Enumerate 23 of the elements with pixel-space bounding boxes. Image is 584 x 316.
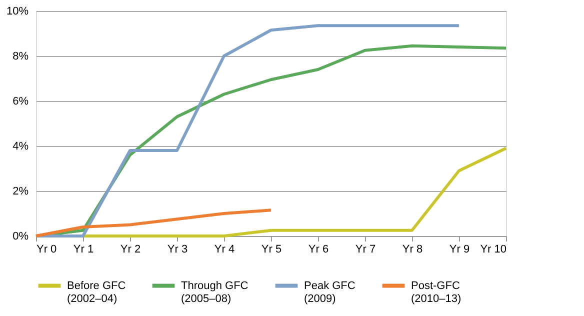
- line-series: [34, 208, 272, 238]
- legend-label: Peak GFC (2009): [304, 280, 356, 305]
- x-tick-label: Yr 3: [167, 244, 188, 256]
- x-tick-label: Yr 5: [261, 244, 282, 256]
- y-tick-label: 0%: [12, 230, 29, 242]
- line-series: [34, 24, 460, 238]
- y-tick-label: 2%: [12, 186, 29, 198]
- x-tick-label: Yr 0: [36, 244, 57, 256]
- x-tick-label: Yr 7: [355, 244, 376, 256]
- x-tick-label: Yr 10: [480, 244, 506, 256]
- x-tick-label: Yr 1: [73, 244, 94, 256]
- y-tick-label: 10%: [6, 6, 29, 18]
- x-tick-label: Yr 6: [308, 244, 329, 256]
- y-tick-label: 6%: [12, 96, 29, 108]
- y-tick-label: 4%: [12, 140, 29, 152]
- legend-label: Through GFC (2005–08): [181, 280, 248, 305]
- x-tick-label: Yr 4: [214, 244, 235, 256]
- legend-label: Post-GFC (2010–13): [411, 280, 462, 305]
- legend-label: Before GFC (2002–04): [67, 280, 126, 305]
- y-tick-label: 8%: [12, 50, 29, 62]
- x-tick-label: Yr 2: [120, 244, 141, 256]
- x-tick-label: Yr 8: [402, 244, 423, 256]
- x-tick-label: Yr 9: [449, 244, 470, 256]
